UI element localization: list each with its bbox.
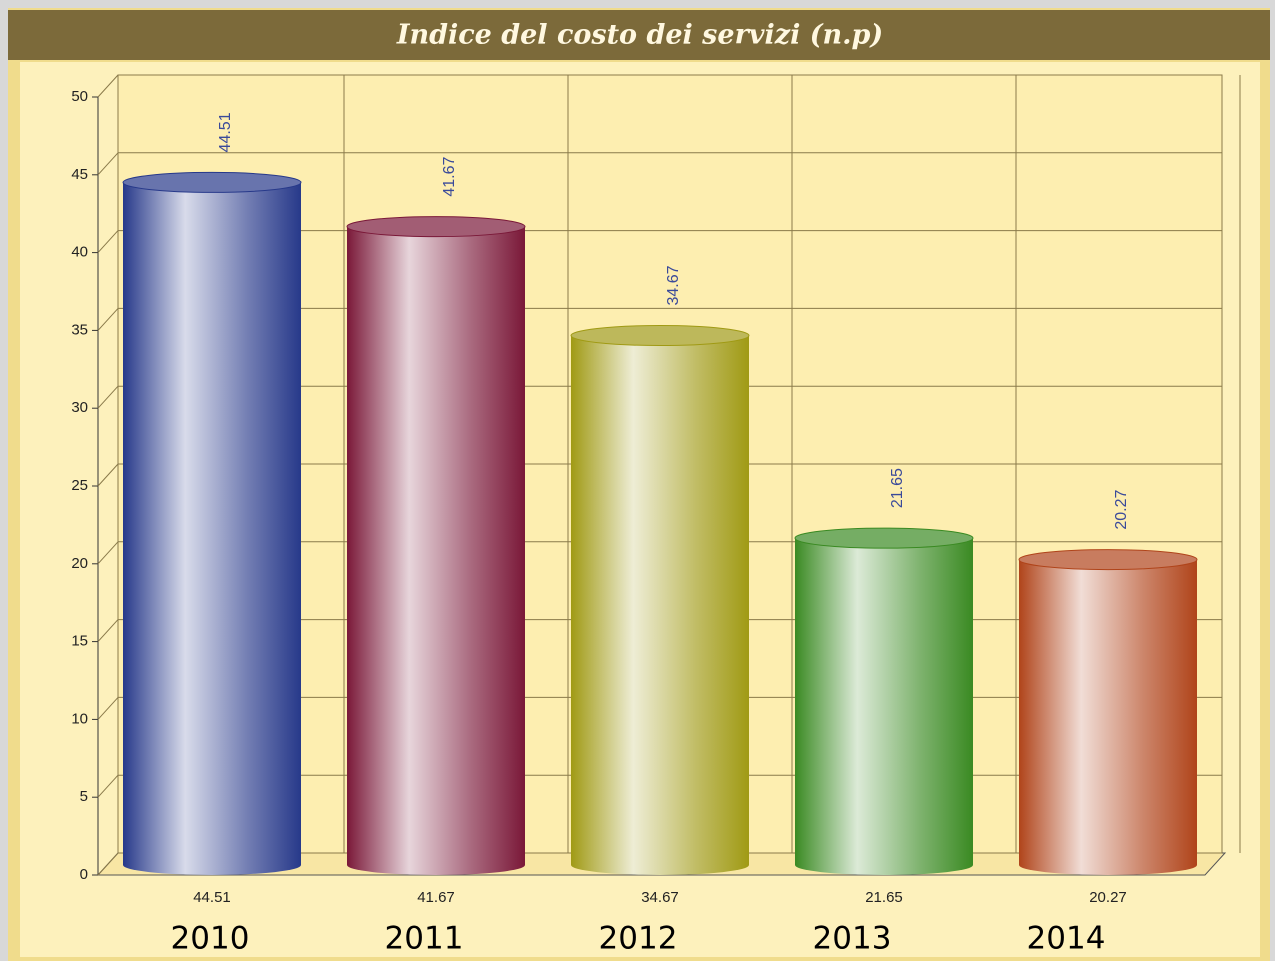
x-value-label: 41.67 [417,889,455,906]
bar-top [1018,549,1198,571]
y-tick-label: 30 [71,399,88,416]
x-tick-label: 2014 [1027,921,1106,957]
y-tick-label: 5 [80,788,88,805]
y-tick-label: 45 [71,166,88,183]
chart-title: Indice del costo dei servizi (n.p) [396,20,883,51]
x-value-label: 34.67 [641,889,679,906]
bar-top [122,171,302,193]
x-value-label: 20.27 [1089,889,1127,906]
title-bar [8,10,1270,60]
data-label: 41.67 [441,156,458,196]
y-tick-label: 0 [80,866,88,883]
y-tick-label: 25 [71,477,88,494]
y-tick-label: 10 [71,710,88,727]
x-tick-label: 2012 [599,921,678,957]
x-tick-label: 2010 [171,921,250,957]
grid-line [97,385,119,409]
x-tick-label: 2011 [385,921,464,957]
bar [795,538,973,875]
bar-top [794,527,974,549]
bar [123,182,301,876]
data-label: 34.67 [665,265,682,305]
bar [347,226,525,875]
data-label: 20.27 [1113,489,1130,529]
grid-line [97,463,119,487]
y-tick-label: 15 [71,633,88,650]
y-tick-label: 40 [71,244,88,261]
data-label: 44.51 [217,112,234,152]
y-tick-label: 35 [71,321,88,338]
grid-line [97,152,119,176]
grid-line [97,852,119,876]
x-tick-label: 2013 [813,921,892,957]
grid-line [97,74,119,98]
data-label: 21.65 [889,468,906,508]
grid-line [97,619,119,642]
x-value-label: 21.65 [865,889,903,906]
bar [1019,559,1197,875]
y-tick-label: 20 [71,555,88,572]
bar-top [570,325,750,347]
grid-line [97,774,119,798]
grid-line [97,697,119,720]
grid-line [97,541,119,565]
bar-top [346,216,526,238]
bar [571,335,749,875]
x-value-label: 44.51 [193,889,231,906]
y-tick-label: 50 [71,88,88,105]
grid-line [97,308,119,331]
grid-line [97,230,119,253]
